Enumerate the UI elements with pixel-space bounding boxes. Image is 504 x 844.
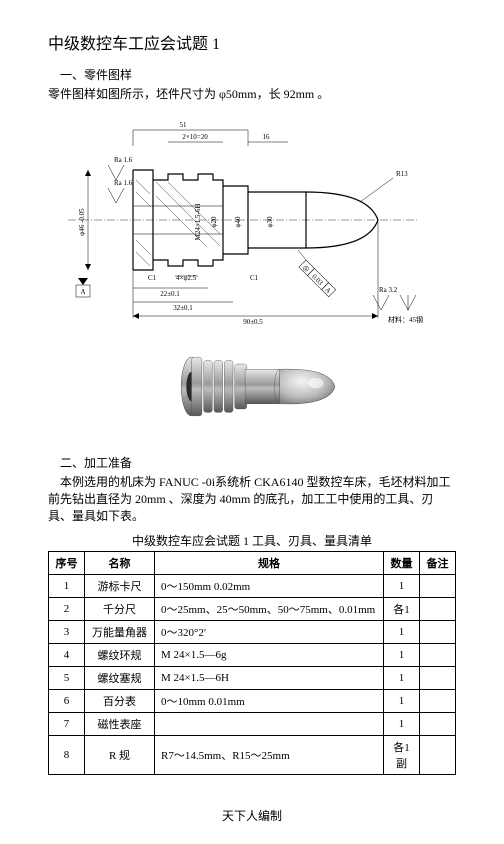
table-cell [420,667,456,690]
material-note: 材料：45钢 [388,315,423,324]
c1-right: C1 [250,274,259,282]
table-cell: 各1副 [384,736,420,775]
dim-slot: 4×φ2.5 [176,274,197,282]
th-spec: 规格 [155,552,384,575]
gd-sym: ◎ [301,263,311,273]
table-cell [420,736,456,775]
table-cell: 1 [384,690,420,713]
table-cell [420,713,456,736]
table-cell [420,621,456,644]
table-row: 4螺纹环规M 24×1.5—6g1 [49,644,456,667]
table-cell [420,575,456,598]
tool-table: 序号 名称 规格 数量 备注 1游标卡尺0～150mm 0.02mm12千分尺0… [48,551,456,775]
table-row: 3万能量角器0～320°2′1 [49,621,456,644]
table-row: 6百分表0～10mm 0.01mm1 [49,690,456,713]
table-cell: 1 [384,667,420,690]
th-seq: 序号 [49,552,85,575]
table-row: 1游标卡尺0～150mm 0.02mm1 [49,575,456,598]
table-cell [420,690,456,713]
dim-d40: φ40 [234,216,242,228]
table-cell: 1 [384,713,420,736]
table-cell: 1 [384,621,420,644]
part-render [48,336,456,436]
table-cell [420,598,456,621]
dim-16: 16 [263,133,271,141]
dim-m24: M24×1.5-6H [194,204,202,241]
th-note: 备注 [420,552,456,575]
table-row: 2千分尺0～25mm、25～50mm、50～75mm、0.01mm各1 [49,598,456,621]
datum-a: A [80,288,85,296]
table-cell: 1 [384,575,420,598]
table-cell: 磁性表座 [85,713,155,736]
table-cell: 7 [49,713,85,736]
dim-2x10: 2×10=20 [182,133,208,141]
table-row: 5螺纹塞规M 24×1.5—6H1 [49,667,456,690]
table-cell: 百分表 [85,690,155,713]
table-cell: 万能量角器 [85,621,155,644]
table-cell: 5 [49,667,85,690]
dim-r13: R13 [396,170,408,178]
table-cell [155,713,384,736]
table-cell: 游标卡尺 [85,575,155,598]
table-cell [420,644,456,667]
table-cell: 2 [49,598,85,621]
gd-a2: A [323,286,332,295]
ra16-2: Ra 1.6 [114,179,133,187]
page-footer: 天下人编制 [48,807,456,824]
dim-51: 51 [180,121,188,129]
table-cell: 0～25mm、25～50mm、50～75mm、0.01mm [155,598,384,621]
table-cell: 0～320°2′ [155,621,384,644]
ra32: Ra 3.2 [379,286,398,294]
table-cell: 1 [384,644,420,667]
table-cell: 0～10mm 0.01mm [155,690,384,713]
table-cell: 0～150mm 0.02mm [155,575,384,598]
table-row: 7磁性表座 1 [49,713,456,736]
table-cell: 4 [49,644,85,667]
table-cell: 各1 [384,598,420,621]
th-name: 名称 [85,552,155,575]
dim-d46: φ46 -0.05 [78,208,86,236]
table-row: 8R 规R7～14.5mm、R15～25mm各1副 [49,736,456,775]
table-cell: 3 [49,621,85,644]
table-header-row: 序号 名称 规格 数量 备注 [49,552,456,575]
dim-d20: φ20 [210,216,218,228]
table-cell: M 24×1.5—6H [155,667,384,690]
section2-text: 本例选用的机床为 FANUC -0i系统析 CKA6140 型数控车床，毛坯材料… [48,473,456,524]
table-cell: M 24×1.5—6g [155,644,384,667]
dim-d30: φ30 [266,216,274,228]
part-drawing: 51 2×10=20 16 [48,110,456,330]
section1-text: 零件图样如图所示，坯件尺寸为 φ50mm，长 92mm 。 [48,85,456,102]
table-cell: 螺纹环规 [85,644,155,667]
table-cell: 螺纹塞规 [85,667,155,690]
table-cell: R 规 [85,736,155,775]
table-cell: 8 [49,736,85,775]
c1-left: C1 [148,274,157,282]
table-cell: 千分尺 [85,598,155,621]
th-qty: 数量 [384,552,420,575]
table-cell: 1 [49,575,85,598]
dim-22: 22±0.1 [160,290,180,298]
section2-heading: 二、加工准备 [48,454,456,471]
dim-90: 90±0.5 [243,318,263,326]
gd-tol: 0.03 [310,273,325,288]
table-cell: R7～14.5mm、R15～25mm [155,736,384,775]
table-caption: 中级数控车应会试题 1 工具、刃具、量具清单 [48,532,456,549]
dim-32: 32±0.1 [173,304,193,312]
section1-heading: 一、零件图样 [48,66,456,83]
table-cell: 6 [49,690,85,713]
page-title: 中级数控车工应会试题 1 [48,30,456,54]
ra16-1: Ra 1.6 [114,156,133,164]
